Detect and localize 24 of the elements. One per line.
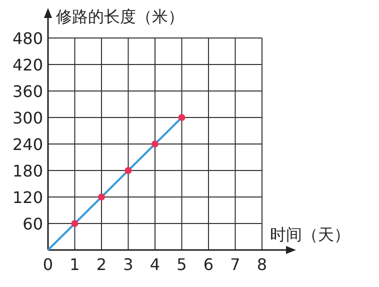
y-tick-label: 360 [12,82,43,101]
x-tick-label: 2 [96,255,107,274]
y-tick-label: 60 [22,214,43,234]
x-tick-label: 3 [123,255,134,274]
y-tick-label: 240 [12,135,43,154]
y-tick-label: 420 [12,56,43,74]
x-tick-label: 8 [256,255,268,274]
x-tick-label: 0 [42,255,54,274]
x-tick-label: 1 [70,255,80,274]
x-axis-title: 时间（天） [270,225,350,244]
x-tick-label: 6 [203,255,214,274]
x-tick-label: 7 [230,255,240,274]
x-tick-label: 5 [176,255,187,274]
point [71,220,78,227]
y-tick-label: 120 [12,188,43,207]
y-axis-title: 修路的长度（米） [56,7,184,26]
x-tick-label: 4 [150,255,160,274]
point [98,194,105,200]
y-tick-label: 180 [12,162,43,180]
y-tick-label: 300 [12,108,43,128]
point [124,167,132,174]
point [152,140,158,148]
y-tick-label: 480 [12,29,43,48]
point [178,114,186,121]
